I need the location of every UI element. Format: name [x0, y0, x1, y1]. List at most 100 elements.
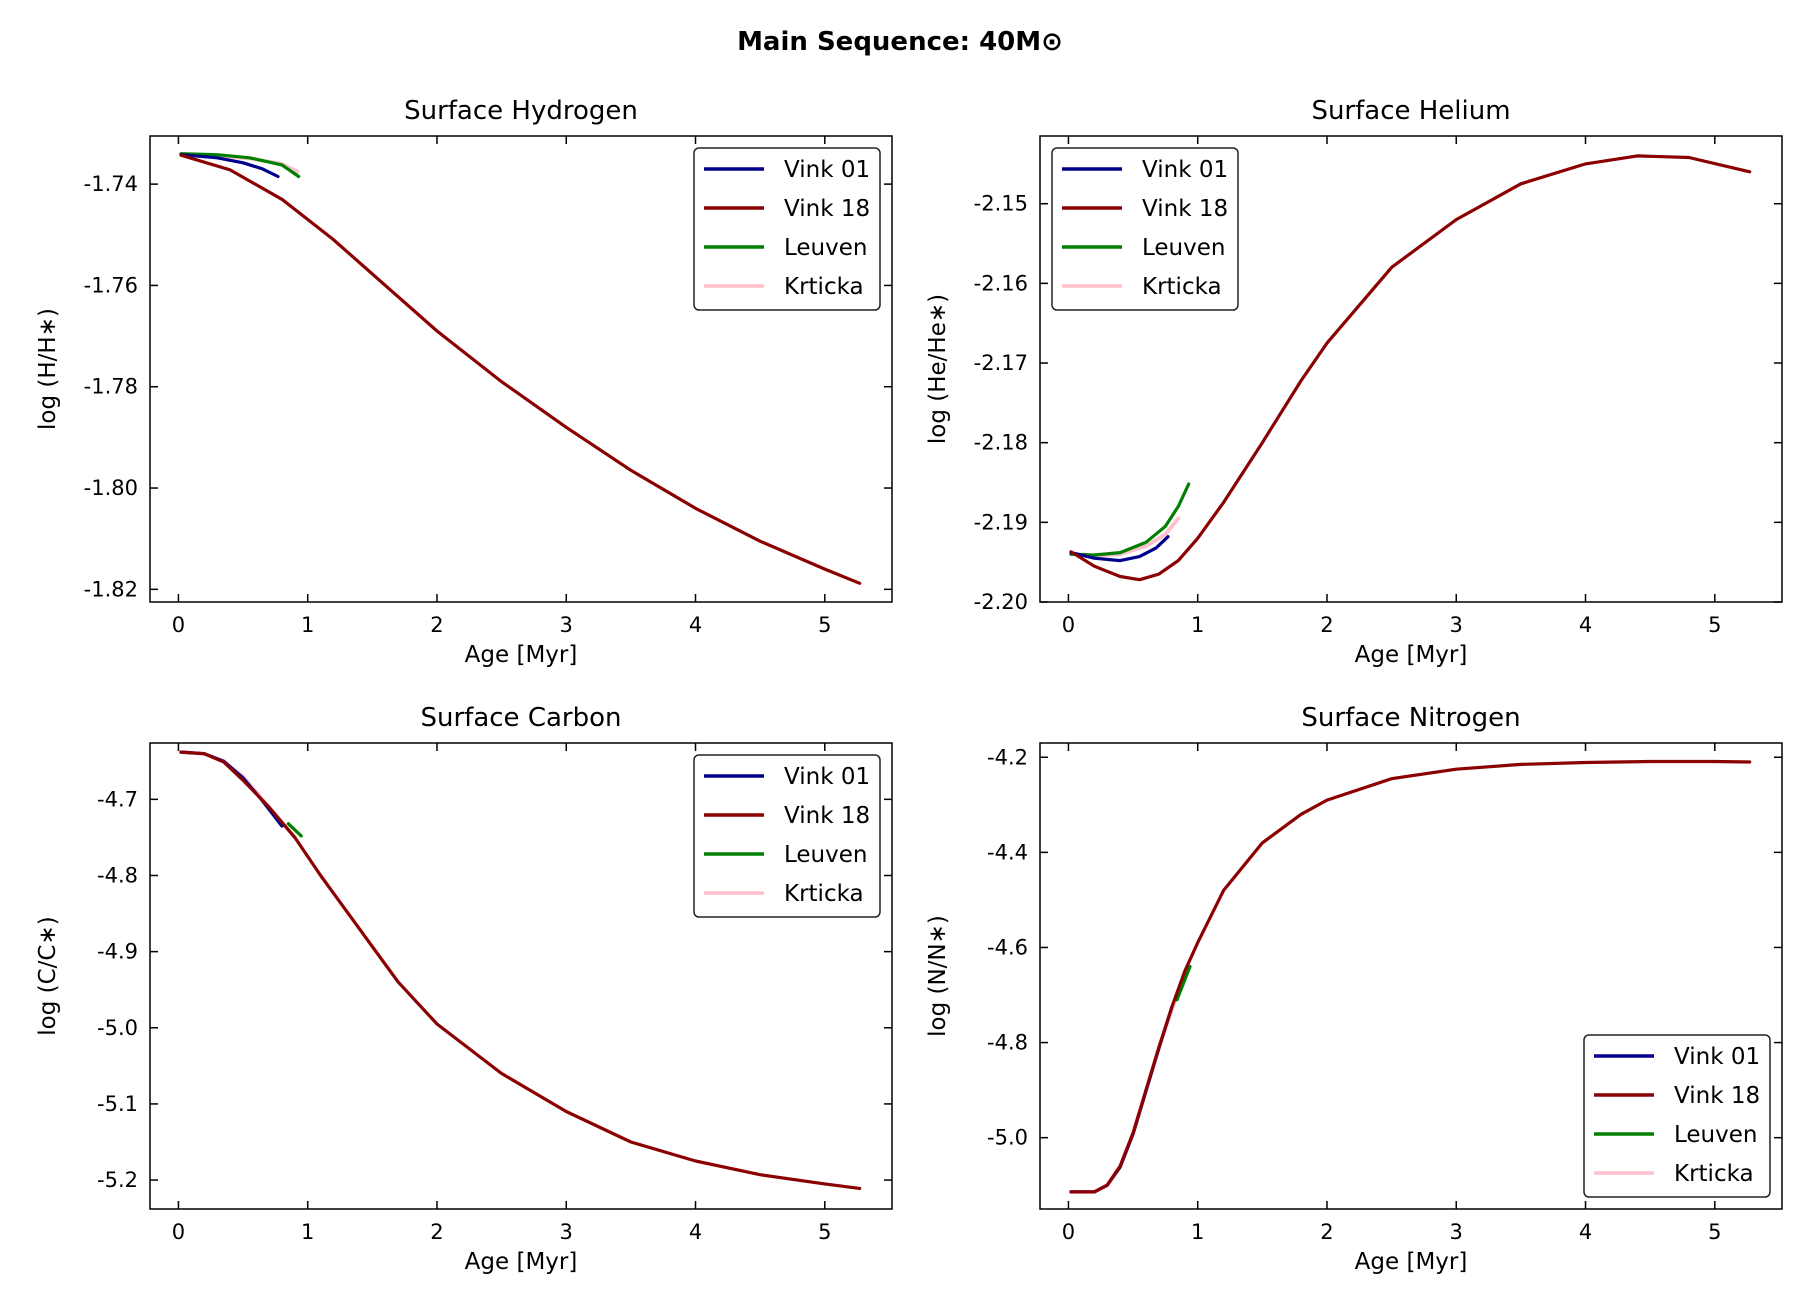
y-tick-label: -1.80	[84, 476, 138, 500]
x-axis-label: Age [Myr]	[465, 642, 578, 668]
y-tick-label: -2.20	[974, 590, 1028, 614]
x-tick-label: 3	[560, 613, 573, 637]
series-line-leuven	[179, 152, 301, 179]
x-tick-label: 4	[1579, 1220, 1592, 1244]
x-tick-label: 4	[1579, 613, 1592, 637]
x-tick-label: 2	[1320, 613, 1333, 637]
x-axis-label: Age [Myr]	[1355, 1249, 1468, 1275]
panel-3: Surface Carbon 0 1 2 3 4 5 -5.2 -5.1 -5.0 -4.9 -4.8…	[35, 703, 893, 1275]
series-line-vink-18	[179, 750, 862, 1190]
legend-label: Leuven	[784, 842, 867, 868]
plot-frame	[149, 742, 893, 1210]
x-tick-label: 0	[1062, 1220, 1075, 1244]
series-group	[1069, 154, 1752, 582]
y-tick-label: -2.16	[974, 271, 1028, 295]
legend: Vink 01 Vink 18 Leuven Krticka	[1583, 1034, 1771, 1198]
x-tick-label: 1	[1191, 1220, 1204, 1244]
legend-box	[1583, 1034, 1771, 1198]
series-line-leuven	[1175, 964, 1192, 1002]
x-tick-label: 1	[301, 1220, 314, 1244]
series-line-vink-18	[1069, 759, 1752, 1194]
figure-title: Main Sequence: 40M⊙	[737, 27, 1063, 57]
y-tick-label: -4.4	[987, 840, 1028, 864]
x-tick-label: 5	[818, 613, 831, 637]
y-tick-label: -5.0	[987, 1126, 1028, 1150]
y-tick-label: -4.8	[97, 863, 138, 887]
legend-label: Vink 01	[784, 764, 870, 790]
x-tick-label: 3	[1450, 613, 1463, 637]
y-axis-label: log (N/N∗)	[925, 915, 951, 1037]
legend-label: Vink 18	[784, 196, 870, 222]
legend-label: Krticka	[1674, 1161, 1754, 1187]
plot-frame	[1039, 135, 1783, 603]
x-tick-label: 5	[1708, 1220, 1721, 1244]
series-line-krticka	[179, 750, 297, 840]
plot-frame	[1039, 742, 1783, 1210]
x-axis-label: Age [Myr]	[465, 1249, 578, 1275]
legend: Vink 01 Vink 18 Leuven Krticka	[693, 754, 881, 918]
y-tick-label: -2.15	[974, 192, 1028, 216]
y-tick-label: -4.9	[97, 940, 138, 964]
x-tick-label: 5	[818, 1220, 831, 1244]
y-tick-label: -1.76	[84, 273, 138, 297]
series-group	[1069, 759, 1752, 1194]
series-line-leuven	[286, 822, 303, 838]
panel-title: Surface Carbon	[421, 703, 622, 733]
x-tick-label: 3	[1450, 1220, 1463, 1244]
series-group	[179, 152, 862, 585]
x-axis-label: Age [Myr]	[1355, 642, 1468, 668]
legend-label: Vink 18	[784, 803, 870, 829]
y-tick-label: -4.7	[97, 787, 138, 811]
legend-box	[1051, 147, 1239, 311]
x-tick-label: 3	[560, 1220, 573, 1244]
y-tick-label: -2.18	[974, 431, 1028, 455]
legend-box	[693, 147, 881, 311]
legend-label: Krticka	[784, 274, 864, 300]
x-tick-label: 2	[430, 1220, 443, 1244]
panel-2: Surface Helium 0 1 2 3 4 5 -2.20 -2.19 -2.18 -2.17…	[925, 96, 1783, 668]
x-tick-label: 0	[172, 1220, 185, 1244]
x-tick-label: 2	[1320, 1220, 1333, 1244]
x-tick-label: 2	[430, 613, 443, 637]
y-tick-label: -2.17	[974, 351, 1028, 375]
legend: Vink 01 Vink 18 Leuven Krticka	[693, 147, 881, 311]
series-line-vink-01	[179, 153, 280, 179]
legend-label: Krticka	[784, 881, 864, 907]
legend-label: Krticka	[1142, 274, 1222, 300]
x-tick-label: 4	[689, 613, 702, 637]
panel-1: Surface Hydrogen 0 1 2 3 4 5 -1.82 -1.80 -1.78 -1.…	[35, 96, 893, 668]
y-tick-label: -2.19	[974, 510, 1028, 534]
x-tick-label: 1	[301, 613, 314, 637]
series-line-leuven	[1069, 482, 1191, 557]
y-tick-label: -5.0	[97, 1016, 138, 1040]
y-tick-label: -5.2	[97, 1168, 138, 1192]
legend-label: Leuven	[1142, 235, 1225, 261]
series-line-vink-18	[1069, 154, 1752, 582]
series-line-krticka	[1069, 974, 1187, 1194]
series-group	[179, 750, 862, 1190]
series-line-vink-18	[179, 153, 862, 585]
legend-label: Vink 18	[1674, 1083, 1760, 1109]
y-tick-label: -4.8	[987, 1031, 1028, 1055]
panels: Surface Hydrogen 0 1 2 3 4 5 -1.82 -1.80 -1.78 -1.…	[35, 96, 1783, 1275]
y-axis-label: log (He/He∗)	[925, 294, 951, 444]
y-tick-label: -1.82	[84, 577, 138, 601]
y-tick-label: -4.6	[987, 935, 1028, 959]
legend-label: Vink 01	[1674, 1044, 1760, 1070]
panel-4: Surface Nitrogen 0 1 2 3 4 5 -5.0 -4.8 -4.6 -4.4 -4…	[925, 703, 1783, 1275]
y-tick-label: -4.2	[987, 745, 1028, 769]
legend: Vink 01 Vink 18 Leuven Krticka	[1051, 147, 1239, 311]
legend-label: Vink 01	[1142, 157, 1228, 183]
series-line-vink-01	[179, 750, 284, 828]
x-tick-label: 5	[1708, 613, 1721, 637]
panel-title: Surface Nitrogen	[1301, 703, 1520, 733]
legend-label: Vink 18	[1142, 196, 1228, 222]
y-tick-label: -5.1	[97, 1092, 138, 1116]
legend-box	[693, 754, 881, 918]
x-tick-label: 0	[172, 613, 185, 637]
panel-title: Surface Helium	[1311, 96, 1510, 126]
legend-label: Leuven	[1674, 1122, 1757, 1148]
legend-label: Leuven	[784, 235, 867, 261]
y-axis-label: log (C/C∗)	[35, 916, 61, 1035]
